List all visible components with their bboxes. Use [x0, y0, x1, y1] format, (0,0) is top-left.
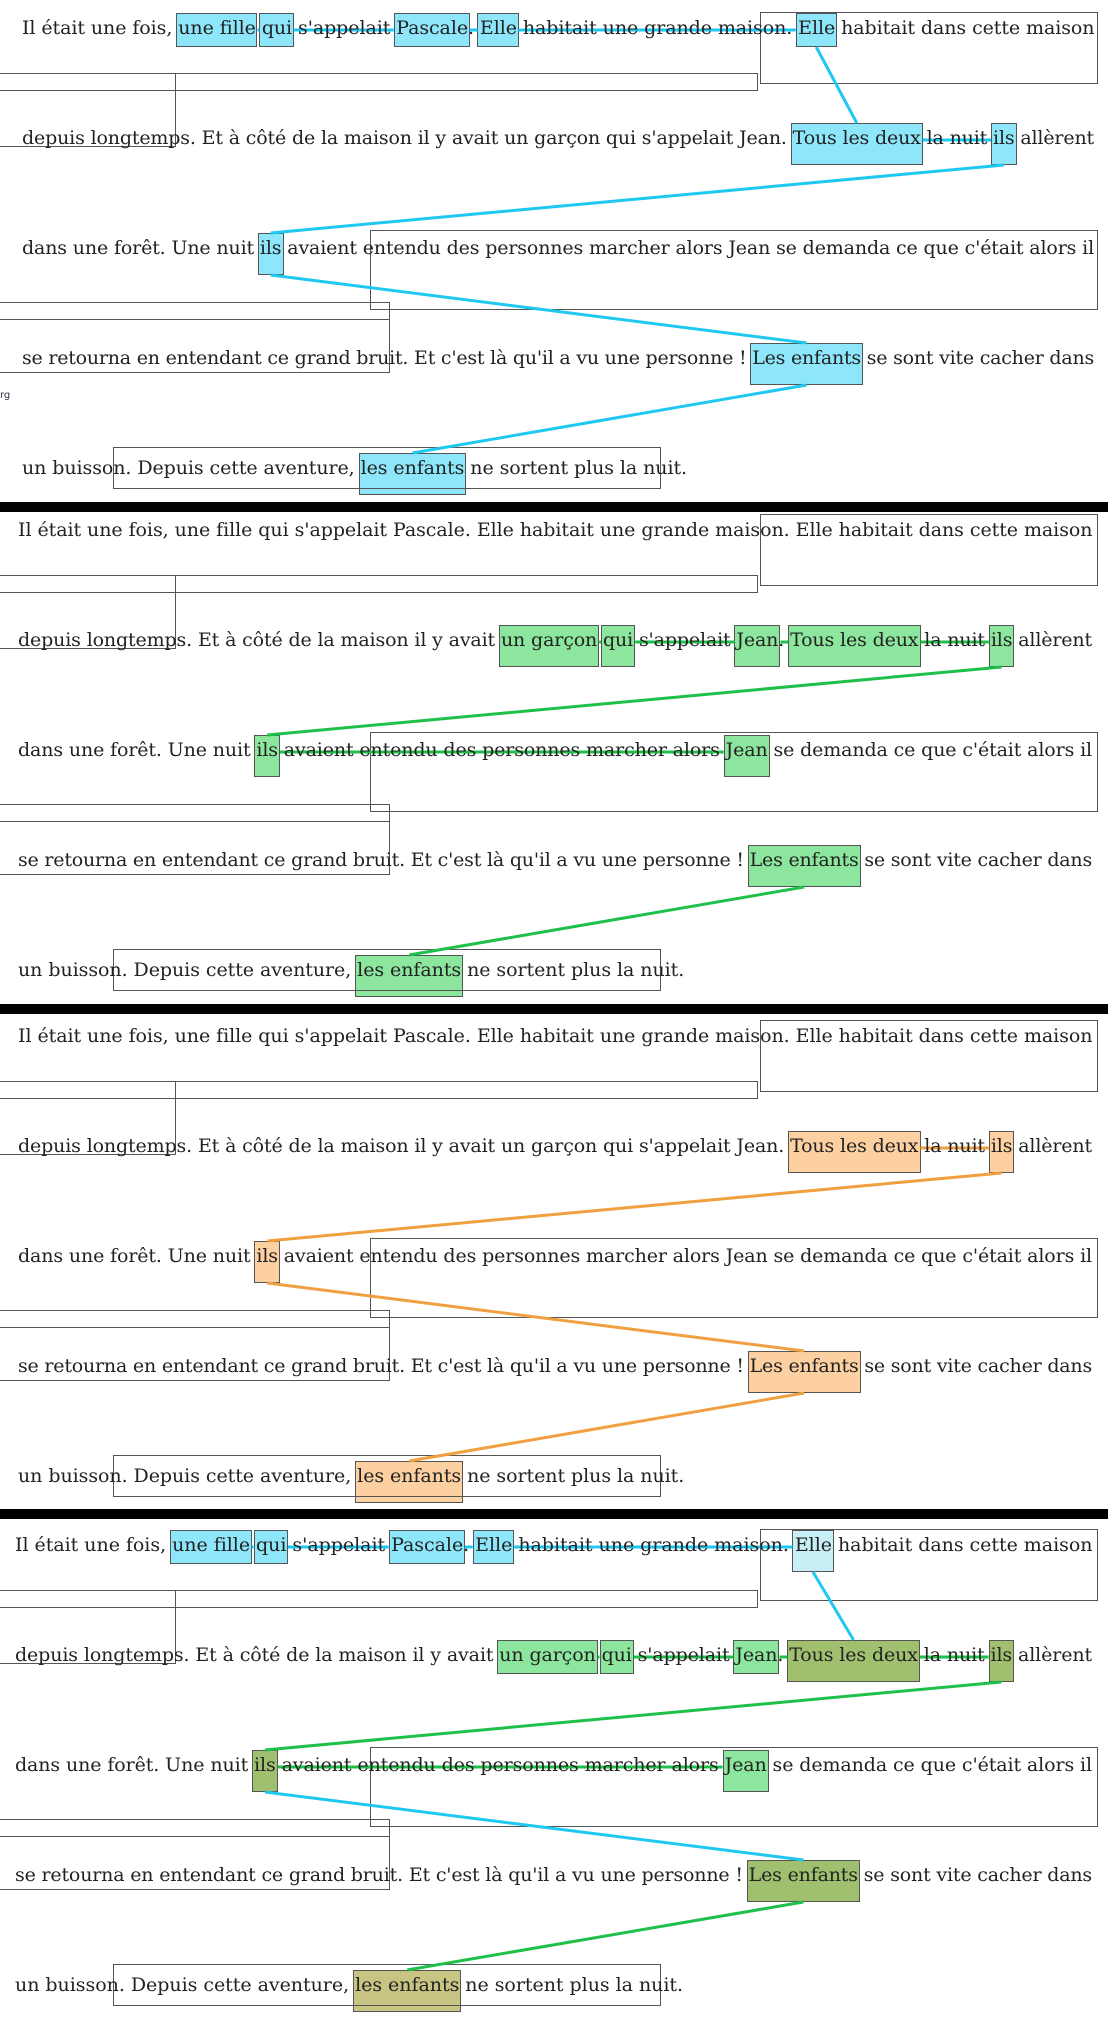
sentence-boundary-box: [0, 804, 390, 875]
chain-link: [267, 665, 1002, 737]
text-line: se retourna en entendant ce grand bruit.…: [22, 347, 1095, 369]
mention-highlight[interactable]: [254, 735, 280, 777]
text-line: Il était une fois, une fille qui s'appel…: [18, 519, 1093, 541]
mention-highlight[interactable]: [988, 1131, 1015, 1173]
mention-highlight[interactable]: [253, 1530, 289, 1564]
chain-link: [412, 383, 807, 455]
sentence-boundary-box: [760, 1020, 1098, 1092]
chain-link: [267, 1171, 1002, 1243]
mention-highlight[interactable]: [257, 233, 284, 275]
sentence-boundary-box: [0, 1590, 758, 1608]
text-line: un buisson. Depuis cette aventure, les e…: [22, 457, 687, 479]
chain-link: [264, 1680, 1002, 1752]
coreference-panel-2: Il était une fois, une fille qui s'appel…: [0, 514, 1108, 997]
mention-highlight[interactable]: [477, 13, 519, 47]
mention-highlight[interactable]: [722, 1750, 769, 1792]
text-line: depuis longtemps. Et à côté de la maison…: [15, 1644, 1093, 1666]
sentence-boundary-box: [0, 73, 758, 91]
sentence-boundary-box: [0, 1590, 176, 1664]
text-line: dans une forêt. Une nuit ils avaient ent…: [15, 1754, 1093, 1776]
sentence-boundary-box: [113, 1964, 661, 2006]
sentence-boundary-box: [113, 447, 661, 489]
sentence-boundary-box: [0, 575, 758, 593]
text-line: depuis longtemps. Et à côté de la maison…: [18, 629, 1093, 651]
coreference-panel-4: Il était une fois, une fille qui s'appel…: [0, 1529, 1108, 2012]
text-line: Il était une fois, une fille qui s'appel…: [15, 1534, 1093, 1556]
text-line: Il était une fois, une fille qui s'appel…: [22, 17, 1095, 39]
text-line: depuis longtemps. Et à côté de la maison…: [22, 127, 1095, 149]
mention-highlight[interactable]: [788, 625, 921, 667]
sentence-boundary-box: [0, 1081, 176, 1155]
chain-link: [408, 1391, 805, 1463]
mention-highlight[interactable]: [988, 625, 1015, 667]
panel-separator: [0, 1004, 1108, 1014]
mention-highlight[interactable]: [733, 1640, 780, 1674]
mention-highlight[interactable]: [792, 1530, 834, 1572]
mention-highlight[interactable]: [498, 625, 600, 667]
chain-link: [408, 885, 805, 957]
chain-link: [270, 163, 1004, 235]
text-line: un buisson. Depuis cette aventure, les e…: [18, 959, 685, 981]
left-edge-text-fragment: rg: [0, 390, 11, 401]
text-line: dans une forêt. Une nuit ils avaient ent…: [18, 1245, 1092, 1267]
sentence-boundary-box: [760, 12, 1098, 84]
sentence-boundary-box: [113, 949, 661, 991]
text-line: depuis longtemps. Et à côté de la maison…: [18, 1135, 1093, 1157]
mention-highlight[interactable]: [176, 13, 258, 47]
mention-highlight[interactable]: [497, 1640, 598, 1674]
mention-highlight[interactable]: [254, 1241, 280, 1283]
chain-link: [406, 1900, 804, 1972]
mention-highlight[interactable]: [599, 1640, 634, 1674]
sentence-boundary-box: [113, 1455, 661, 1497]
mention-highlight[interactable]: [388, 1530, 465, 1564]
coreference-panel-3: Il était une fois, une fille qui s'appel…: [0, 1020, 1108, 1503]
panel-separator: [0, 1509, 1108, 1519]
text-line: se retourna en entendant ce grand bruit.…: [18, 1355, 1093, 1377]
text-line: se retourna en entendant ce grand bruit.…: [18, 849, 1093, 871]
sentence-boundary-box: [760, 1529, 1098, 1601]
sentence-boundary-box: [0, 73, 176, 147]
mention-highlight[interactable]: [259, 13, 294, 47]
sentence-boundary-box: [760, 514, 1098, 586]
mention-highlight[interactable]: [472, 1530, 514, 1564]
panel-separator: [0, 502, 1108, 512]
mention-highlight[interactable]: [988, 1640, 1015, 1682]
text-line: dans une forêt. Une nuit ils avaient ent…: [22, 237, 1095, 259]
sentence-boundary-box: [0, 575, 176, 649]
text-line: un buisson. Depuis cette aventure, les e…: [18, 1465, 685, 1487]
sentence-boundary-box: [0, 1081, 758, 1099]
coreference-panel-1: Il était une fois, une fille qui s'appel…: [0, 12, 1108, 495]
mention-highlight[interactable]: [393, 13, 470, 47]
text-line: un buisson. Depuis cette aventure, les e…: [15, 1974, 684, 1996]
mention-highlight[interactable]: [734, 625, 781, 667]
text-line: dans une forêt. Une nuit ils avaient ent…: [18, 739, 1092, 761]
mention-highlight[interactable]: [170, 1530, 252, 1564]
text-line: Il était une fois, une fille qui s'appel…: [18, 1025, 1093, 1047]
text-line: se retourna en entendant ce grand bruit.…: [15, 1864, 1093, 1886]
